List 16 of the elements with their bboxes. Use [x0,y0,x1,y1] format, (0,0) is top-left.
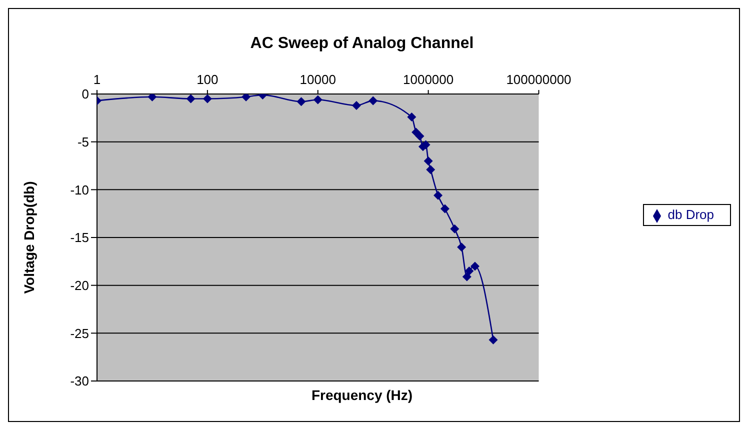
chart-title: AC Sweep of Analog Channel [249,35,475,53]
y-tick-label: -25 [70,326,89,341]
y-tick-label: -10 [70,182,89,198]
y-tick-label: 0 [82,86,89,102]
y-axis-title: Voltage Drop(db) [20,181,37,294]
x-axis-title: Frequency (Hz) [310,387,414,403]
y-tick-label: -5 [77,134,89,150]
x-tick-label: 100 [196,72,218,87]
legend-label: db Drop [668,207,714,222]
x-tick-label: 1000000 [403,72,454,87]
y-tick-label: -20 [70,278,89,293]
x-tick-label: 100000000 [506,72,572,87]
x-tick-label: 10000 [300,72,336,87]
y-tick-label: -30 [70,374,89,389]
y-tick-label: -15 [70,230,89,246]
x-tick-label: 1 [93,72,101,87]
